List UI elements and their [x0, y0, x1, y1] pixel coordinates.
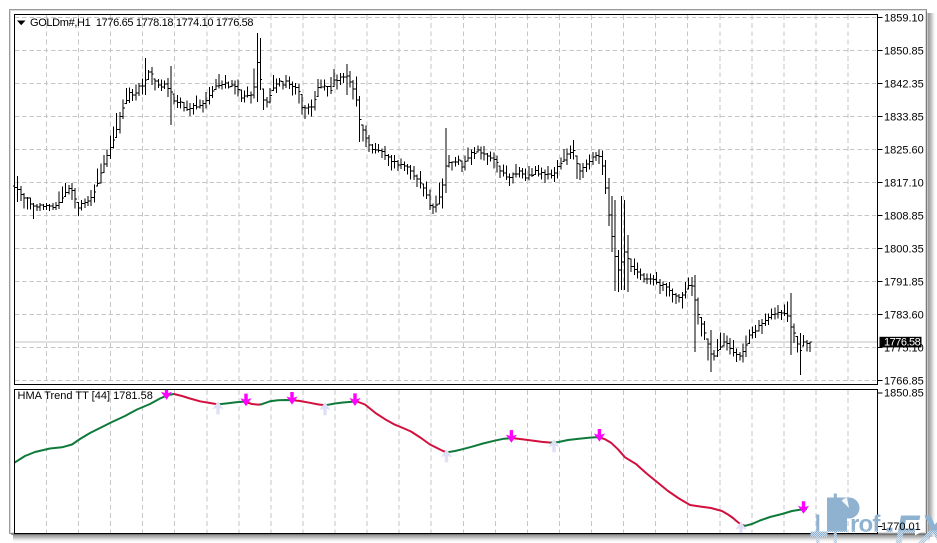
svg-text:1783.60: 1783.60 — [884, 309, 924, 321]
svg-text:1776.58: 1776.58 — [884, 337, 921, 349]
svg-text:1808.85: 1808.85 — [884, 210, 924, 222]
svg-text:1850.85: 1850.85 — [884, 45, 924, 57]
svg-text:HMA Trend TT [44] 1781.58: HMA Trend TT [44] 1781.58 — [18, 390, 153, 402]
svg-text:1842.35: 1842.35 — [884, 78, 924, 90]
svg-text:1791.85: 1791.85 — [884, 276, 924, 288]
svg-text:1770.01: 1770.01 — [881, 521, 921, 533]
svg-text:1825.60: 1825.60 — [884, 144, 924, 156]
svg-text:1833.85: 1833.85 — [884, 111, 924, 123]
svg-text:GOLDm#,H1 1776.65 1778.18 177: GOLDm#,H1 1776.65 1778.18 1774.10 1776.5… — [30, 17, 253, 29]
svg-text:1800.35: 1800.35 — [884, 243, 924, 255]
svg-text:1850.85: 1850.85 — [884, 388, 924, 400]
svg-text:1766.85: 1766.85 — [884, 375, 924, 387]
svg-text:1817.10: 1817.10 — [884, 177, 924, 189]
svg-text:1859.10: 1859.10 — [884, 12, 924, 24]
